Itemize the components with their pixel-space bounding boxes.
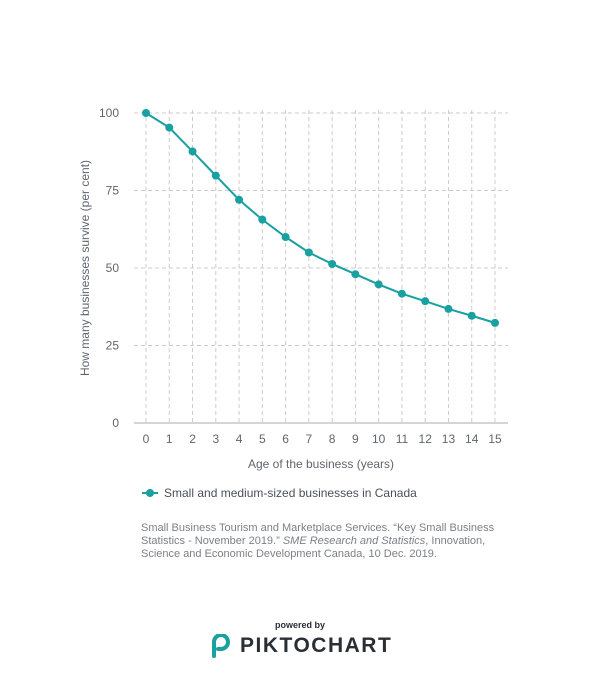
x-tick-label: 2 <box>189 432 196 446</box>
x-tick-label: 4 <box>236 432 243 446</box>
x-tick-label: 0 <box>143 432 150 446</box>
data-point <box>258 215 267 224</box>
source-text-italic: SME Research and Statistics <box>282 535 426 547</box>
y-tick-label: 100 <box>99 106 119 120</box>
brand-name: PIKTOCHART <box>240 634 393 657</box>
data-point <box>304 248 313 257</box>
data-point <box>351 270 360 279</box>
x-tick-label: 11 <box>396 432 409 446</box>
x-tick-label: 1 <box>166 432 173 446</box>
data-point <box>397 289 406 298</box>
data-point <box>444 304 453 313</box>
x-tick-label: 14 <box>465 432 479 446</box>
data-point <box>281 233 290 241</box>
x-tick-label: 7 <box>306 432 313 446</box>
source-text-part2: , Innovation, Science and Economic Devel… <box>141 535 486 560</box>
x-tick-label: 15 <box>488 432 502 446</box>
data-point <box>421 297 430 306</box>
x-tick-label: 6 <box>282 432 289 446</box>
legend-label: Small and medium-sized businesses in Can… <box>164 486 417 500</box>
x-tick-label: 13 <box>442 432 456 446</box>
data-point <box>328 259 337 268</box>
x-tick-label: 3 <box>212 432 219 446</box>
legend: Small and medium-sized businesses in Can… <box>142 486 417 500</box>
brand-logo-lockup[interactable]: PIKTOCHART <box>210 634 392 658</box>
y-tick-label: 25 <box>106 339 120 353</box>
data-point <box>467 311 476 320</box>
chart: 0 25 50 75 100 0 1 2 3 4 5 6 7 8 9 10 11 12 13 14 15 Age of t… <box>78 106 508 471</box>
x-tick-label: 10 <box>372 432 386 446</box>
x-axis-title: Age of the business (years) <box>248 457 394 471</box>
x-tick-label: 5 <box>259 432 266 446</box>
x-tick-label: 12 <box>419 432 433 446</box>
data-point <box>165 123 174 132</box>
x-tick-label: 9 <box>352 432 359 446</box>
legend-marker-icon <box>142 488 158 498</box>
powered-by-label: powered by <box>274 620 325 630</box>
source-citation: Small Business Tourism and Marketplace S… <box>141 522 521 561</box>
y-tick-label: 75 <box>106 184 120 198</box>
x-tick-label: 8 <box>329 432 336 446</box>
data-point <box>235 195 244 204</box>
y-tick-label: 0 <box>112 416 119 430</box>
data-point <box>211 171 220 180</box>
data-point <box>142 109 150 117</box>
source-text-part1: Small Business Tourism and Marketplace S… <box>141 522 495 547</box>
piktochart-logo-icon <box>212 634 230 658</box>
data-point <box>188 147 197 156</box>
data-point <box>374 280 383 289</box>
data-point <box>491 318 499 327</box>
y-axis-title: How many businesses survive (per cent) <box>78 160 92 376</box>
y-tick-label: 50 <box>106 261 120 275</box>
series-line <box>145 112 496 324</box>
